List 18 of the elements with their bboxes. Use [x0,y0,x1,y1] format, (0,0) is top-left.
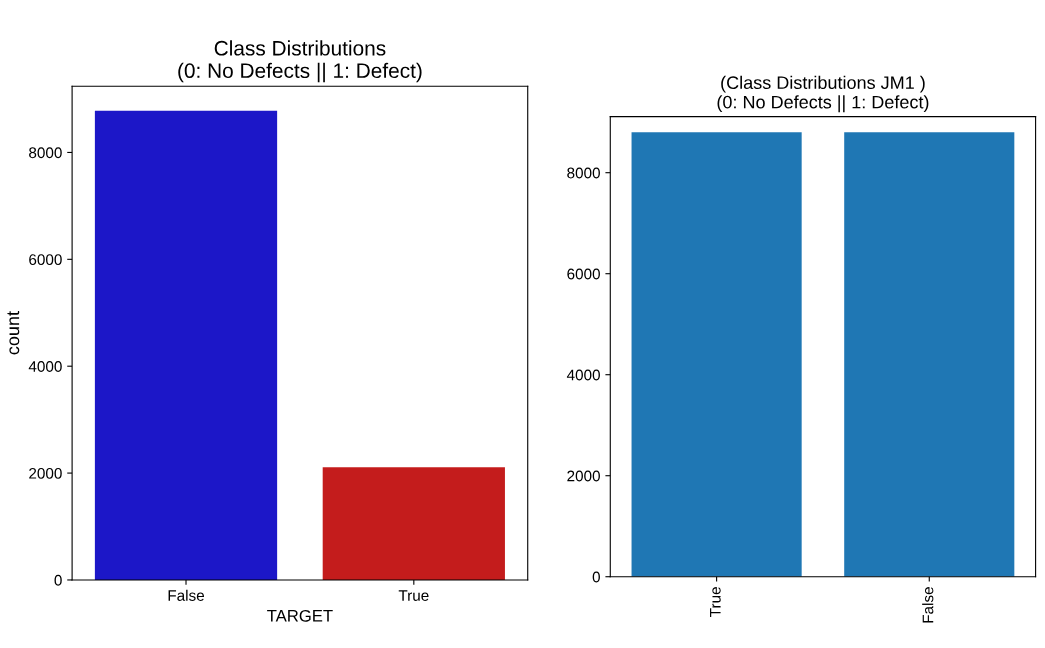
y-tick-label: 4000 [28,361,62,372]
x-tick-label: False [168,589,205,601]
y-axis-title: count [7,311,20,355]
y-tick-label: 4000 [566,369,600,381]
x-tick-label: False [922,587,934,623]
chart-title: Class Distributions (0: No Defects || 1: Defect) [178,40,422,83]
x-axis-title: TARGET [267,609,333,622]
chart-title: (Class Distributions JM1 ) (0: No Defects || 1: Defect) [717,75,929,113]
y-tick-label: 6000 [29,254,62,266]
x-tick-label: True [710,587,721,617]
y-tick-label: 2000 [567,470,600,482]
y-tick-label: 0 [54,574,62,586]
y-tick-label: 2000 [29,467,62,479]
y-tick-label: 8000 [29,147,62,159]
x-tick-label: True [398,590,429,601]
y-tick-label: 6000 [567,268,600,280]
y-tick-label: 0 [592,571,600,583]
y-tick-label: 8000 [567,167,600,179]
